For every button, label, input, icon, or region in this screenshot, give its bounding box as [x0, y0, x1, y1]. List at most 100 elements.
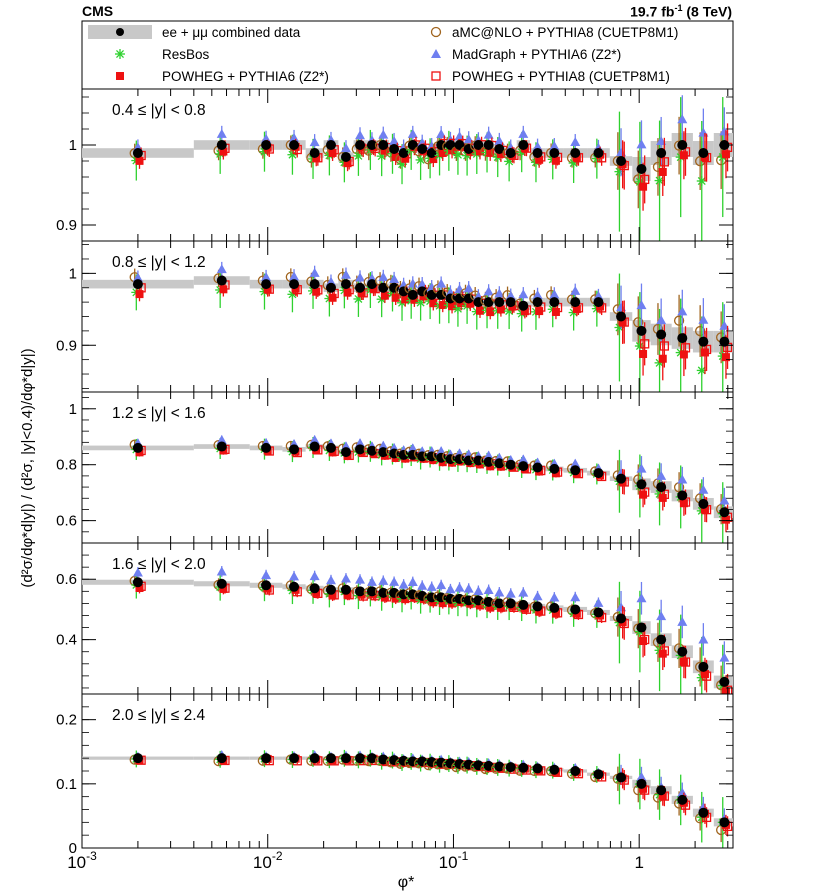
- legend-square: [639, 349, 648, 358]
- legend-triangle: [483, 584, 494, 594]
- data-point: [366, 586, 377, 597]
- y-tick-label: 0: [69, 840, 77, 857]
- powheg6-point: [219, 584, 228, 593]
- madgraph-point: [719, 652, 730, 662]
- data-point: [505, 459, 516, 470]
- legend-square: [572, 305, 581, 314]
- powheg6-point: [475, 601, 484, 610]
- madgraph-point: [549, 289, 560, 299]
- madgraph-point: [656, 470, 667, 480]
- madgraph-point: [407, 577, 418, 587]
- data-point: [355, 586, 366, 597]
- powheg6-point: [486, 148, 495, 157]
- madgraph-point: [463, 583, 474, 593]
- y-tick-label: 0.8: [56, 457, 77, 474]
- legend-triangle: [570, 137, 581, 147]
- madgraph-point: [378, 575, 389, 585]
- powheg8-point: [659, 341, 670, 351]
- madgraph-point: [518, 587, 529, 597]
- legend-label: MadGraph + PYTHIA6 (Z2*): [452, 47, 621, 62]
- legend-triangle: [677, 114, 688, 124]
- data-point: [677, 333, 688, 344]
- data-point: [378, 140, 389, 150]
- panel-plot-area: [82, 434, 733, 543]
- madgraph-point: [483, 129, 494, 139]
- data-point: [549, 297, 560, 308]
- legend-triangle: [677, 616, 688, 626]
- madgraph-point: [616, 302, 627, 312]
- powheg8-point: [640, 339, 650, 349]
- madgraph-point: [616, 147, 627, 157]
- y-tick-label: 1: [69, 137, 77, 154]
- powheg6-point: [658, 167, 667, 176]
- madgraph-point: [289, 132, 300, 142]
- panel-plot-area: [82, 749, 733, 848]
- data-point: [494, 458, 505, 469]
- madgraph-point: [698, 314, 709, 324]
- madgraph-point: [505, 588, 516, 598]
- legend-marker: [115, 49, 125, 59]
- legend-asterisk-stroke: [697, 366, 706, 375]
- legend-triangle: [407, 443, 418, 453]
- panel-3: 0.6 0.8 1 1.2 ≤ |y| < 1.6: [56, 391, 734, 544]
- data-point: [289, 279, 300, 290]
- y-tick-label: 0.2: [56, 712, 77, 729]
- powheg6-point: [263, 285, 272, 294]
- legend-triangle: [340, 143, 351, 153]
- legend-triangle: [636, 463, 647, 473]
- data-point: [719, 676, 730, 687]
- madgraph-point: [494, 288, 505, 298]
- madgraph-point: [355, 272, 366, 282]
- legend-square: [721, 515, 730, 524]
- panel-frame: [81, 391, 734, 544]
- powheg6-point: [700, 348, 709, 357]
- data-point: [636, 778, 647, 789]
- legend-asterisk-stroke: [288, 150, 297, 159]
- powheg6-point: [721, 515, 730, 524]
- powheg6-point: [639, 182, 648, 191]
- legend-triangle: [616, 302, 627, 312]
- madgraph-point: [309, 267, 320, 277]
- panel-rapidity-label: 1.2 ≤ |y| < 1.6: [112, 405, 206, 422]
- powheg6-point: [391, 293, 400, 302]
- legend-asterisk-stroke: [453, 150, 462, 159]
- panel-rapidity-label: 2.0 ≤ |y| ≤ 2.4: [112, 707, 206, 724]
- powheg6-point: [312, 154, 321, 163]
- data-point: [325, 282, 336, 293]
- legend-triangle: [698, 127, 709, 137]
- madgraph-point: [289, 271, 300, 281]
- powheg6-point: [679, 499, 688, 508]
- legend-square: [679, 657, 688, 666]
- madgraph-point: [593, 597, 604, 607]
- data-point: [426, 451, 437, 462]
- data-point: [616, 772, 627, 783]
- madgraph-point: [494, 587, 505, 597]
- legend-square: [700, 505, 709, 514]
- data-point: [454, 293, 465, 304]
- powheg6-point: [721, 353, 730, 362]
- madgraph-point: [570, 137, 581, 147]
- data-point: [289, 581, 300, 592]
- data-point: [518, 599, 529, 610]
- data-point: [366, 445, 377, 456]
- legend-triangle: [593, 597, 604, 607]
- data-point: [570, 465, 581, 476]
- amc-point: [633, 317, 644, 328]
- legend-triangle: [261, 272, 272, 282]
- data-point: [389, 282, 400, 293]
- madgraph-point: [677, 114, 688, 124]
- data-point: [366, 279, 377, 290]
- legend-open-square: [680, 343, 691, 353]
- madgraph-point: [463, 134, 474, 144]
- legend-open-square: [722, 685, 733, 694]
- legend-triangle: [398, 279, 409, 289]
- x-tick-label: 10-2: [253, 849, 283, 872]
- legend-square: [357, 288, 366, 297]
- legend-triangle: [289, 271, 300, 281]
- powheg6-point: [700, 505, 709, 514]
- panel-plot-area: [82, 261, 733, 392]
- madgraph-point: [636, 300, 647, 310]
- legend-square: [639, 784, 648, 793]
- legend-triangle: [698, 634, 709, 644]
- data-point: [261, 140, 272, 150]
